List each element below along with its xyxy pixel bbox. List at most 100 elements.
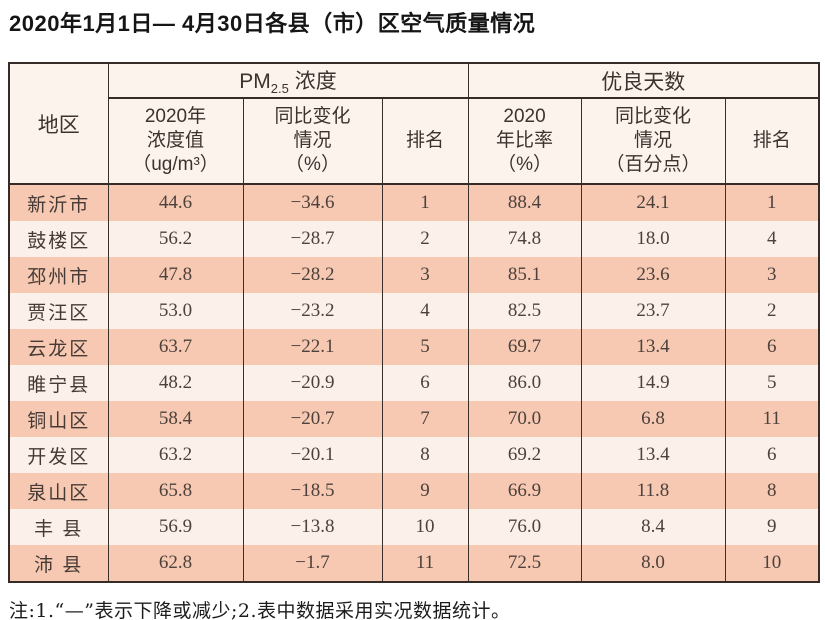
air-quality-table: 地区 PM2.5 浓度 优良天数 2020年 浓度值 （ug/m³） 同比变化 … [8, 62, 821, 583]
gd-rate-cell: 76.0 [467, 509, 582, 545]
header-gd-rate-line3: （%） [497, 154, 552, 175]
table-row: 睢宁县 48.2 −20.9 6 86.0 14.9 5 [8, 365, 820, 401]
table-row: 沛 县 62.8 −1.7 11 72.5 8.0 10 [8, 545, 820, 582]
table-row: 新沂市 44.6 −34.6 1 88.4 24.1 1 [8, 184, 820, 221]
gd-rate-cell: 82.5 [467, 293, 582, 329]
gd-change-cell: 18.0 [580, 221, 726, 257]
gd-rate-cell: 69.7 [467, 329, 582, 365]
gd-change-cell: 6.8 [580, 401, 726, 437]
table-row: 云龙区 63.7 −22.1 5 69.7 13.4 6 [8, 329, 820, 365]
header-gd-rate-line2: 年比率 [496, 130, 554, 151]
header-pm-rank: 排名 [381, 97, 469, 185]
pm-change-cell: −1.7 [242, 545, 383, 582]
header-pm-value: 2020年 浓度值 （ug/m³） [107, 97, 244, 185]
header-gd-rate: 2020 年比率 （%） [467, 97, 582, 185]
gd-rate-cell: 70.0 [467, 401, 582, 437]
pm-change-cell: −20.7 [242, 401, 383, 437]
gd-rate-cell: 86.0 [467, 365, 582, 401]
table-row: 开发区 63.2 −20.1 8 69.2 13.4 6 [8, 437, 820, 473]
region-cell: 云龙区 [8, 329, 109, 365]
pm-rank-cell: 5 [381, 329, 469, 365]
gd-rank-cell: 11 [724, 401, 820, 437]
pm-rank-cell: 3 [381, 257, 469, 293]
gd-rank-cell: 1 [724, 184, 820, 221]
pm25-label-suffix: 浓度 [288, 69, 337, 93]
gd-rank-cell: 8 [724, 473, 820, 509]
gd-change-cell: 23.7 [580, 293, 726, 329]
pm-rank-cell: 9 [381, 473, 469, 509]
gd-rank-cell: 6 [724, 437, 820, 473]
header-pm-value-line1: 2020年 [144, 106, 207, 127]
gd-rate-cell: 72.5 [467, 545, 582, 582]
gd-change-cell: 23.6 [580, 257, 726, 293]
pm-rank-cell: 8 [381, 437, 469, 473]
pm-rank-cell: 1 [381, 184, 469, 221]
header-gd-change-line2: 情况 [634, 130, 673, 151]
pm25-label-prefix: PM [239, 69, 271, 93]
header-pm-change-line1: 同比变化 [274, 106, 351, 127]
gd-rank-cell: 10 [724, 545, 820, 582]
pm-value-cell: 56.9 [107, 509, 244, 545]
region-cell: 铜山区 [8, 401, 109, 437]
gd-rank-cell: 2 [724, 293, 820, 329]
region-cell: 邳州市 [8, 257, 109, 293]
table-row: 丰 县 56.9 −13.8 10 76.0 8.4 9 [8, 509, 820, 545]
header-region: 地区 [8, 62, 109, 185]
pm-change-cell: −28.2 [242, 257, 383, 293]
gd-change-cell: 11.8 [580, 473, 726, 509]
pm-rank-cell: 4 [381, 293, 469, 329]
pm-change-cell: −18.5 [242, 473, 383, 509]
pm-value-cell: 63.2 [107, 437, 244, 473]
pm-value-cell: 53.0 [107, 293, 244, 329]
gd-change-cell: 13.4 [580, 329, 726, 365]
gd-rank-cell: 6 [724, 329, 820, 365]
gd-change-cell: 8.0 [580, 545, 726, 582]
gd-rate-cell: 66.9 [467, 473, 582, 509]
region-cell: 沛 县 [8, 545, 109, 582]
pm-change-cell: −13.8 [242, 509, 383, 545]
gd-rank-cell: 4 [724, 221, 820, 257]
gd-change-cell: 8.4 [580, 509, 726, 545]
pm-value-cell: 58.4 [107, 401, 244, 437]
gd-change-cell: 14.9 [580, 365, 726, 401]
pm-value-cell: 56.2 [107, 221, 244, 257]
pm25-label-subscript: 2.5 [270, 81, 289, 97]
gd-rate-cell: 88.4 [467, 184, 582, 221]
pm-change-cell: −20.9 [242, 365, 383, 401]
gd-rank-cell: 5 [724, 365, 820, 401]
region-cell: 睢宁县 [8, 365, 109, 401]
pm-value-cell: 62.8 [107, 545, 244, 582]
gd-rank-cell: 9 [724, 509, 820, 545]
header-gd-change-line3: （百分点） [605, 154, 701, 175]
gd-rank-cell: 3 [724, 257, 820, 293]
pm-value-cell: 65.8 [107, 473, 244, 509]
table-row: 泉山区 65.8 −18.5 9 66.9 11.8 8 [8, 473, 820, 509]
pm-rank-cell: 7 [381, 401, 469, 437]
table-row: 鼓楼区 56.2 −28.7 2 74.8 18.0 4 [8, 221, 820, 257]
header-group-good-days: 优良天数 [467, 62, 820, 99]
pm-value-cell: 47.8 [107, 257, 244, 293]
region-cell: 鼓楼区 [8, 221, 109, 257]
gd-change-cell: 13.4 [580, 437, 726, 473]
region-cell: 泉山区 [8, 473, 109, 509]
pm-value-cell: 44.6 [107, 184, 244, 221]
pm-value-cell: 63.7 [107, 329, 244, 365]
gd-rate-cell: 69.2 [467, 437, 582, 473]
pm-rank-cell: 2 [381, 221, 469, 257]
header-pm-value-line2: 浓度值 [146, 130, 204, 151]
sub-header-row: 2020年 浓度值 （ug/m³） 同比变化 情况 （%） 排名 2020 年比… [9, 97, 820, 185]
gd-rate-cell: 85.1 [467, 257, 582, 293]
header-pm-value-line3: （ug/m³） [132, 154, 219, 175]
pm-change-cell: −23.2 [242, 293, 383, 329]
header-group-pm25: PM2.5 浓度 [107, 62, 469, 99]
group-header-row: 地区 PM2.5 浓度 优良天数 [8, 62, 820, 185]
table-body: 新沂市 44.6 −34.6 1 88.4 24.1 1 鼓楼区 56.2 −2… [8, 184, 820, 582]
header-pm-change: 同比变化 情况 （%） [242, 97, 383, 185]
gd-rate-cell: 74.8 [467, 221, 582, 257]
footnote: 注:1.“—”表示下降或减少;2.表中数据采用实况数据统计。 [9, 600, 511, 620]
table-row: 邳州市 47.8 −28.2 3 85.1 23.6 3 [8, 257, 820, 293]
pm-change-cell: −20.1 [242, 437, 383, 473]
region-cell: 新沂市 [8, 184, 109, 221]
pm-rank-cell: 10 [381, 509, 469, 545]
